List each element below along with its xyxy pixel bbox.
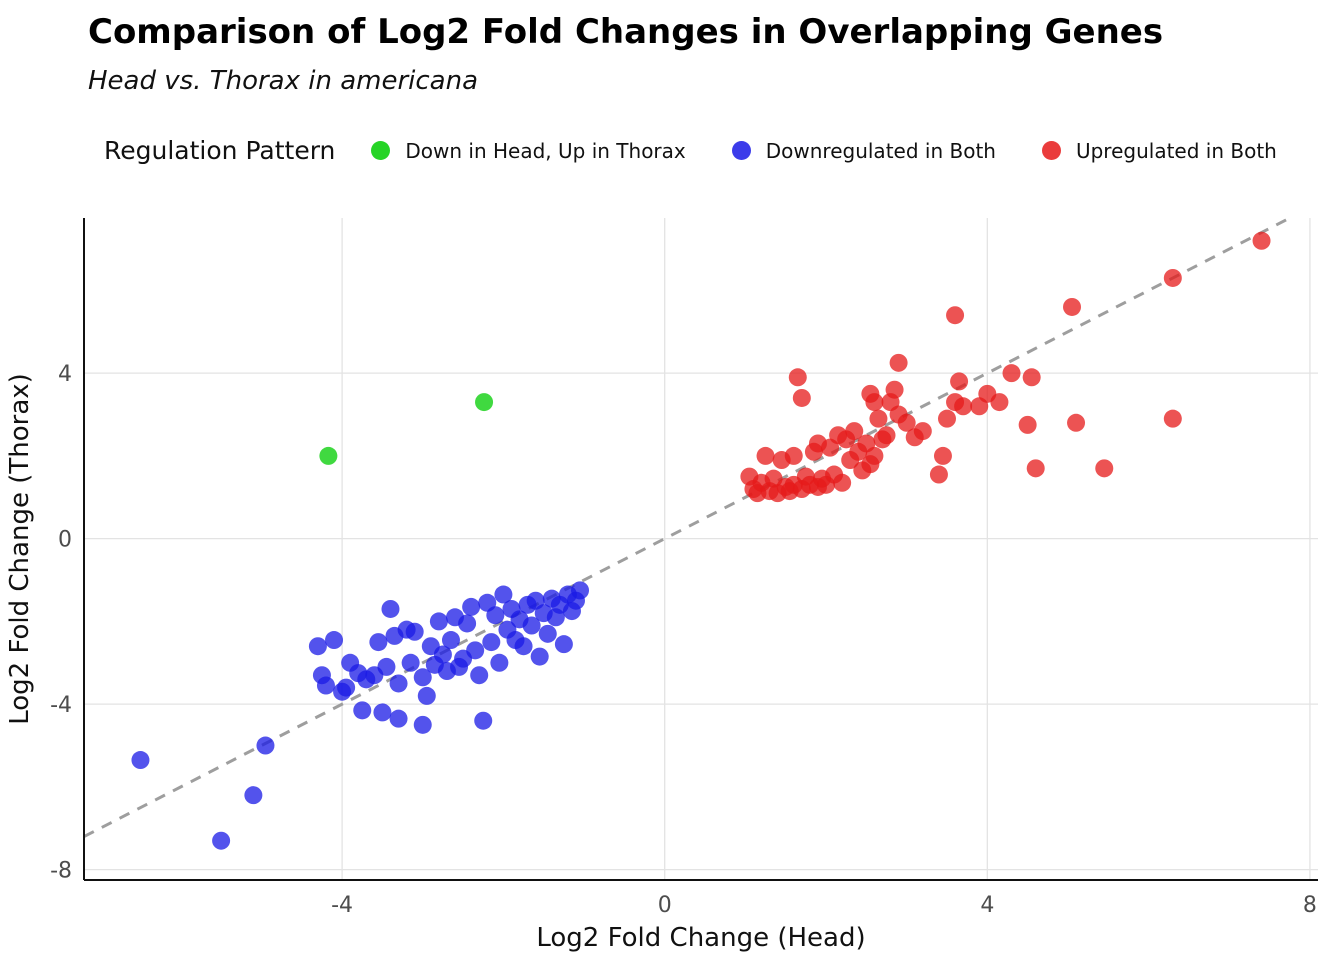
chart-subtitle: Head vs. Thorax in americana	[88, 66, 479, 96]
data-point	[756, 446, 775, 465]
data-point	[413, 668, 432, 687]
data-point	[990, 393, 1009, 412]
x-tick-label: 4	[980, 893, 994, 918]
data-point	[413, 715, 432, 734]
data-point	[950, 372, 969, 391]
y-tick-label: -4	[50, 693, 72, 718]
data-point	[929, 465, 948, 484]
legend-item-label: Upregulated in Both	[1075, 138, 1277, 163]
data-point	[885, 380, 904, 399]
scatter-plot: -4 0 4 8 -8 -4 0 4 Log2 Fold Change (Head) Log2 F…	[5, 216, 1318, 953]
legend-item-down-head-up-thorax: Down in Head, Up in Thorax	[371, 138, 686, 163]
x-tick-label: 0	[658, 893, 672, 918]
data-point	[470, 666, 489, 685]
data-point	[486, 606, 505, 625]
legend-item-label: Downregulated in Both	[765, 138, 996, 163]
legend-swatch-green-icon	[371, 141, 391, 160]
x-axis-title: Log2 Fold Change (Head)	[536, 923, 865, 953]
legend-item-label: Down in Head, Up in Thorax	[405, 138, 686, 163]
data-point	[474, 711, 493, 730]
data-point	[530, 647, 549, 666]
y-tick-label: 4	[58, 362, 72, 387]
legend-swatch-red-icon	[1041, 141, 1061, 160]
legend-item-downregulated-both: Downregulated in Both	[731, 138, 996, 163]
data-point	[319, 446, 338, 465]
data-point	[946, 306, 965, 325]
data-point	[494, 585, 513, 604]
data-point	[865, 393, 884, 412]
data-point	[131, 751, 150, 770]
data-point	[490, 653, 509, 672]
data-point	[845, 422, 864, 441]
data-point	[1022, 368, 1041, 387]
data-point	[897, 413, 916, 432]
data-point	[877, 426, 896, 445]
data-point	[889, 353, 908, 372]
data-point	[792, 388, 811, 407]
data-point	[1252, 231, 1271, 250]
data-point	[1026, 459, 1045, 478]
data-point	[316, 676, 335, 695]
data-point	[462, 597, 481, 616]
data-point	[475, 393, 494, 412]
data-point	[466, 641, 485, 660]
chart-title: Comparison of Log2 Fold Changes in Overl…	[88, 12, 1164, 52]
data-point	[369, 633, 388, 652]
data-point	[381, 599, 400, 618]
x-tick-label: -4	[331, 893, 353, 918]
data-point	[788, 368, 807, 387]
data-point	[482, 633, 501, 652]
data-point	[389, 709, 408, 728]
data-point	[417, 686, 436, 705]
data-point	[441, 631, 460, 650]
data-point	[538, 624, 557, 643]
data-point	[833, 473, 852, 492]
data-point	[1018, 415, 1037, 434]
data-point	[373, 703, 392, 722]
data-point	[377, 657, 396, 676]
data-point	[522, 616, 541, 635]
data-point	[256, 736, 275, 755]
data-point	[869, 409, 888, 428]
y-tick-label: 0	[58, 528, 72, 553]
y-axis-title: Log2 Fold Change (Thorax)	[5, 373, 35, 725]
y-tick-label: -8	[50, 859, 72, 884]
data-point	[244, 786, 263, 805]
data-point	[937, 409, 956, 428]
data-point	[913, 422, 932, 441]
data-point	[458, 614, 477, 633]
data-point	[405, 622, 424, 641]
data-point	[571, 581, 590, 600]
legend-swatch-blue-icon	[731, 141, 751, 160]
data-point	[429, 612, 448, 631]
data-point	[353, 701, 372, 720]
data-point	[784, 446, 803, 465]
data-point	[933, 446, 952, 465]
data-point	[1002, 364, 1021, 383]
data-point	[433, 645, 452, 664]
data-point	[1095, 459, 1114, 478]
data-point	[514, 637, 533, 656]
data-point	[325, 631, 344, 650]
data-point	[865, 446, 884, 465]
data-point	[401, 653, 420, 672]
identity-line	[83, 216, 1291, 838]
data-point	[389, 674, 408, 693]
data-point	[1163, 268, 1182, 287]
legend-title: Regulation Pattern	[104, 136, 336, 165]
data-point	[1063, 297, 1082, 316]
data-point	[1163, 409, 1182, 428]
x-tick-label: 8	[1303, 893, 1317, 918]
data-point	[212, 831, 231, 850]
data-point	[337, 678, 356, 697]
legend: Regulation Pattern Down in Head, Up in T…	[104, 136, 1323, 165]
data-point	[308, 637, 327, 656]
data-point	[954, 397, 973, 416]
data-point	[1067, 413, 1086, 432]
legend-item-upregulated-both: Upregulated in Both	[1041, 138, 1277, 163]
data-point	[554, 635, 573, 654]
